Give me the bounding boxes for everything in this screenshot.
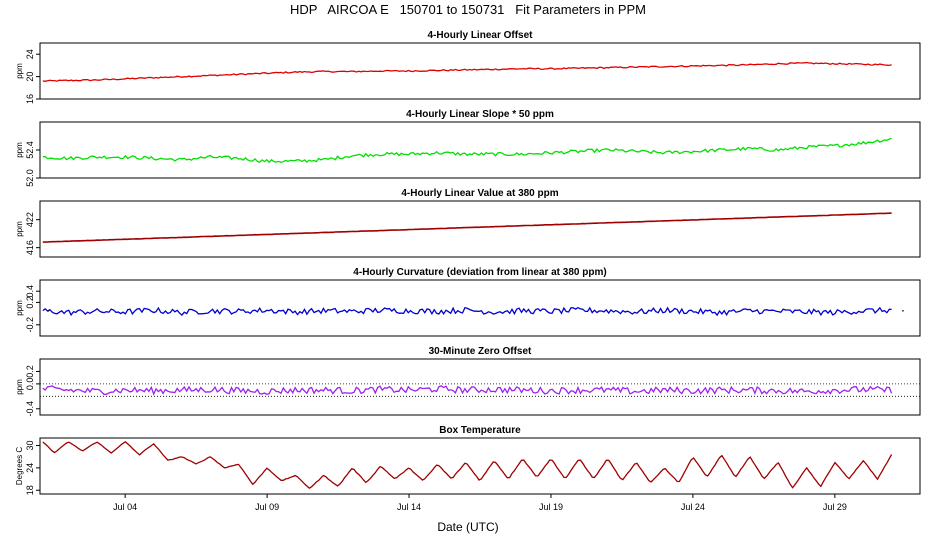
panel-title: 4-Hourly Linear Value at 380 ppm	[401, 188, 558, 199]
panel-5: 30-Minute Zero Offset ppm-0.4 0.00.2	[15, 346, 921, 417]
panel-title: 30-Minute Zero Offset	[429, 346, 532, 357]
y-tick-label: 0.4	[25, 285, 35, 298]
x-tick-label: Jul 14	[397, 502, 421, 512]
y-axis-label: ppm	[15, 379, 24, 395]
chart-main-title: HDP AIRCOA E 150701 to 150731 Fit Parame…	[290, 2, 646, 17]
panel-title: 4-Hourly Curvature (deviation from linea…	[353, 267, 606, 278]
y-tick-label: 0.0	[25, 378, 35, 391]
y-tick-label: 422	[25, 212, 35, 227]
x-tick-label: Jul 09	[255, 502, 279, 512]
x-tick-label: Jul 24	[681, 502, 705, 512]
panel-frame	[39, 200, 921, 258]
panel-2: 4-Hourly Linear Slope * 50 ppm ppm 52.0 52.…	[15, 109, 921, 187]
y-tick-label: 0.2	[25, 365, 35, 378]
y-axis-label: ppm	[15, 221, 24, 237]
y-tick-label: 24	[25, 49, 35, 59]
y-axis-label: ppm	[15, 300, 24, 316]
panel-frame	[39, 437, 921, 495]
data-point	[47, 310, 50, 312]
x-tick-label: Jul 19	[539, 502, 563, 512]
y-axis-label: ppm	[15, 63, 24, 79]
x-tick-label: Jul 04	[113, 502, 137, 512]
y-tick-label: 416	[25, 240, 35, 255]
panel-frame	[39, 279, 921, 337]
y-tick-label: 52.0	[25, 169, 35, 187]
panel-frame	[39, 42, 921, 100]
series-line	[42, 212, 892, 243]
y-tick-label: 0.2	[25, 296, 35, 309]
series-line	[42, 440, 893, 490]
series-line	[42, 385, 893, 396]
panel-frame	[39, 358, 921, 416]
y-tick-label: -0.2	[25, 317, 35, 333]
x-axis-label: Date (UTC)	[437, 520, 498, 534]
y-tick-label: 30	[25, 440, 35, 450]
x-tick-label: Jul 29	[823, 502, 847, 512]
y-tick-label: 18	[25, 485, 35, 495]
y-tick-label: 16	[25, 94, 35, 104]
y-tick-label: 24	[25, 463, 35, 473]
panel-1: 4-Hourly Linear Offset ppm 16 20 24	[15, 30, 921, 104]
data-point	[902, 310, 904, 312]
y-tick-label: 52.4	[25, 141, 35, 159]
series-line	[42, 306, 892, 317]
y-axis-label: Degrees C	[15, 447, 24, 485]
panel-4: 4-Hourly Curvature (deviation from linea…	[15, 267, 921, 337]
y-axis-label: ppm	[15, 142, 24, 158]
panel-title: 4-Hourly Linear Offset	[427, 30, 533, 41]
series-line	[42, 137, 892, 164]
panel-6: Box Temperature Degrees C18 24 30	[15, 425, 921, 495]
y-tick-label: -0.4	[25, 401, 35, 417]
y-tick-label: 20	[25, 72, 35, 82]
panel-title: 4-Hourly Linear Slope * 50 ppm	[406, 109, 554, 120]
series-line	[42, 61, 892, 82]
panel-title: Box Temperature	[439, 425, 521, 436]
